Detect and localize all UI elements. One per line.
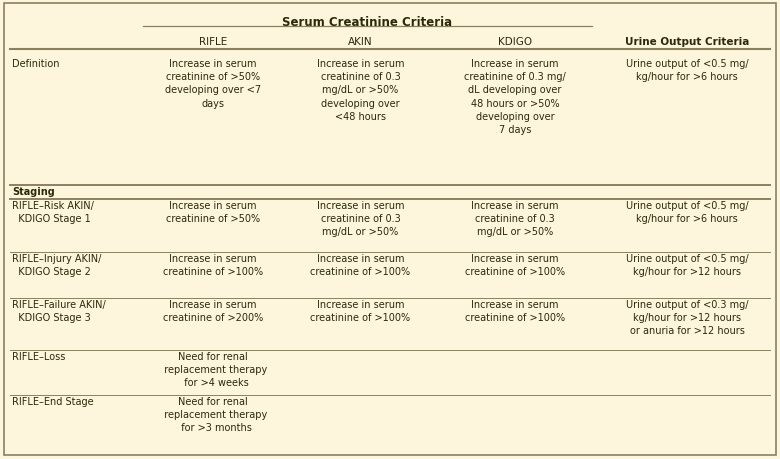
Text: KDIGO: KDIGO xyxy=(498,37,532,47)
Text: Definition: Definition xyxy=(12,59,59,69)
Text: Increase in serum
creatinine of 0.3
mg/dL or >50%
developing over
<48 hours: Increase in serum creatinine of 0.3 mg/d… xyxy=(317,59,404,122)
Text: RIFLE–Failure AKIN/
  KDIGO Stage 3: RIFLE–Failure AKIN/ KDIGO Stage 3 xyxy=(12,299,106,323)
Text: Need for renal
  replacement therapy
  for >4 weeks: Need for renal replacement therapy for >… xyxy=(158,351,268,387)
Text: Increase in serum
creatinine of 0.3
mg/dL or >50%: Increase in serum creatinine of 0.3 mg/d… xyxy=(317,201,404,237)
Text: RIFLE–Loss: RIFLE–Loss xyxy=(12,351,66,361)
Text: Serum Creatinine Criteria: Serum Creatinine Criteria xyxy=(282,16,452,29)
Text: Staging: Staging xyxy=(12,187,55,196)
Text: Increase in serum
creatinine of >100%: Increase in serum creatinine of >100% xyxy=(310,253,410,277)
Text: RIFLE: RIFLE xyxy=(199,37,227,47)
Text: Increase in serum
creatinine of >100%: Increase in serum creatinine of >100% xyxy=(163,253,263,277)
Text: RIFLE–End Stage: RIFLE–End Stage xyxy=(12,396,94,406)
Text: Increase in serum
creatinine of 0.3 mg/
dL developing over
48 hours or >50%
deve: Increase in serum creatinine of 0.3 mg/ … xyxy=(464,59,566,134)
Text: Increase in serum
creatinine of >50%: Increase in serum creatinine of >50% xyxy=(166,201,260,224)
Text: Increase in serum
creatinine of >50%
developing over <7
days: Increase in serum creatinine of >50% dev… xyxy=(165,59,261,108)
Text: AKIN: AKIN xyxy=(348,37,373,47)
Text: Increase in serum
creatinine of >100%: Increase in serum creatinine of >100% xyxy=(465,253,565,277)
Text: Increase in serum
creatinine of >100%: Increase in serum creatinine of >100% xyxy=(465,299,565,323)
Text: Urine output of <0.3 mg/
kg/hour for >12 hours
or anuria for >12 hours: Urine output of <0.3 mg/ kg/hour for >12… xyxy=(626,299,748,336)
Text: Urine output of <0.5 mg/
kg/hour for >6 hours: Urine output of <0.5 mg/ kg/hour for >6 … xyxy=(626,59,748,82)
Text: Increase in serum
creatinine of >200%: Increase in serum creatinine of >200% xyxy=(163,299,263,323)
Text: Urine output of <0.5 mg/
kg/hour for >6 hours: Urine output of <0.5 mg/ kg/hour for >6 … xyxy=(626,201,748,224)
Text: Increase in serum
creatinine of >100%: Increase in serum creatinine of >100% xyxy=(310,299,410,323)
Text: Need for renal
  replacement therapy
  for >3 months: Need for renal replacement therapy for >… xyxy=(158,396,268,432)
Text: RIFLE–Risk AKIN/
  KDIGO Stage 1: RIFLE–Risk AKIN/ KDIGO Stage 1 xyxy=(12,201,94,224)
Text: Urine Output Criteria: Urine Output Criteria xyxy=(625,37,749,47)
Text: Urine output of <0.5 mg/
kg/hour for >12 hours: Urine output of <0.5 mg/ kg/hour for >12… xyxy=(626,253,748,277)
Text: RIFLE–Injury AKIN/
  KDIGO Stage 2: RIFLE–Injury AKIN/ KDIGO Stage 2 xyxy=(12,253,101,277)
Text: Increase in serum
creatinine of 0.3
mg/dL or >50%: Increase in serum creatinine of 0.3 mg/d… xyxy=(471,201,558,237)
